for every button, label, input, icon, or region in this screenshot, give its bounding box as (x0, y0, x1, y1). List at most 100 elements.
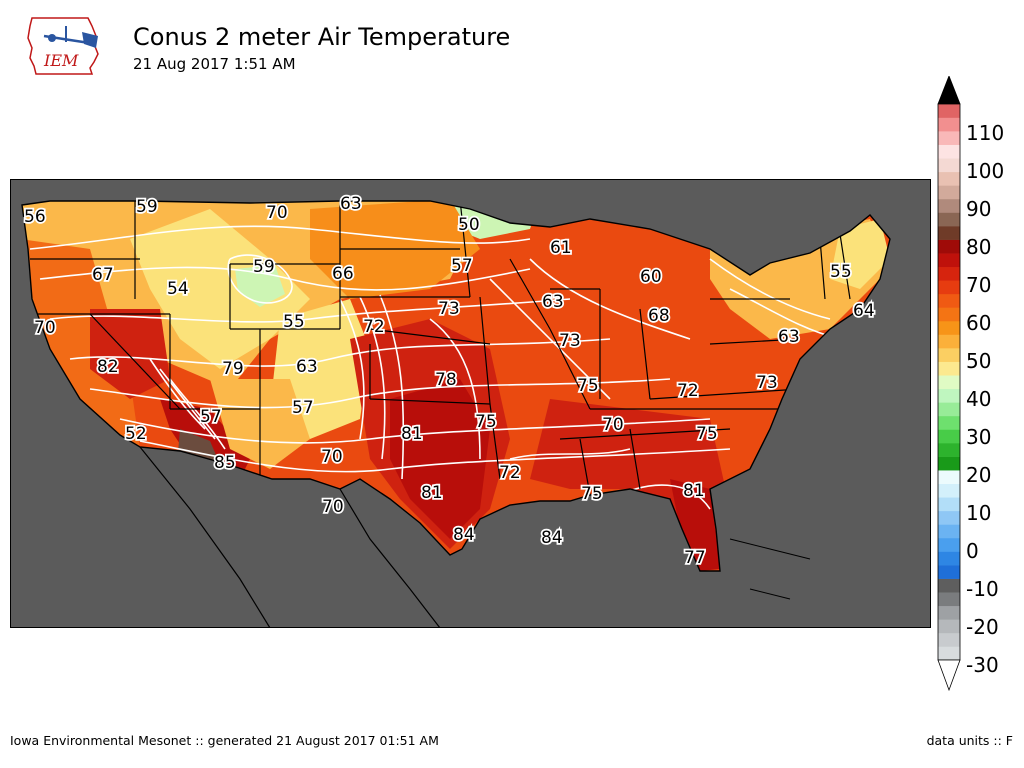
temp-label: 75 (581, 484, 603, 504)
legend-band (938, 307, 960, 322)
legend-band (938, 185, 960, 200)
legend-band (938, 388, 960, 403)
temp-label: 84 (541, 528, 563, 548)
temp-label: 85 (214, 453, 236, 473)
temp-label: 70 (34, 318, 56, 338)
temp-label: 61 (550, 238, 572, 258)
temp-label: 68 (648, 306, 670, 326)
legend-band (938, 510, 960, 525)
temp-label: 70 (322, 497, 344, 517)
legend-band (938, 605, 960, 620)
temperature-map: 56 59 70 63 50 61 67 54 59 66 57 60 55 6… (10, 179, 931, 628)
legend-band (938, 429, 960, 444)
legend-band (938, 470, 960, 485)
legend-band (938, 632, 960, 647)
legend-tick-label: 10 (966, 501, 991, 525)
temp-label: 57 (451, 256, 473, 276)
legend-band (938, 104, 960, 118)
legend-tick-label: -10 (966, 577, 999, 601)
temp-label: 52 (125, 424, 147, 444)
temp-label: 63 (296, 357, 318, 377)
temp-label: 72 (499, 463, 521, 483)
legend-band (938, 239, 960, 254)
legend-band (938, 158, 960, 173)
legend-tick-label: 0 (966, 539, 979, 563)
legend-tick-label: 30 (966, 425, 991, 449)
legend-tick-label: 100 (966, 159, 1004, 183)
legend-min-triangle (937, 659, 961, 692)
region-florida (670, 479, 720, 571)
temp-label: 75 (696, 424, 718, 444)
color-legend: 110 100 90 80 70 60 50 40 30 20 10 0 -10… (937, 76, 1004, 692)
temp-label: 82 (97, 357, 119, 377)
legend-band (938, 198, 960, 213)
temp-label: 57 (200, 407, 222, 427)
legend-tick-label: 70 (966, 273, 991, 297)
legend-band (938, 253, 960, 268)
legend-band (938, 226, 960, 240)
temp-label: 57 (292, 398, 314, 418)
coastline (21, 200, 891, 572)
temp-label: 63 (778, 327, 800, 347)
legend-band (938, 171, 960, 186)
legend-band (938, 361, 960, 376)
legend-tick-label: 40 (966, 387, 991, 411)
temp-label: 55 (830, 262, 852, 282)
caribbean-islands (729, 538, 811, 600)
state-borders (30, 201, 851, 496)
legend-band (938, 320, 960, 335)
legend-band (938, 483, 960, 498)
temp-label: 78 (435, 370, 457, 390)
temp-label: 63 (340, 194, 362, 214)
legend-band (938, 456, 960, 471)
temp-label: 84 (453, 525, 475, 545)
footer-units: data units :: F (926, 733, 1013, 748)
page-title: Conus 2 meter Air Temperature (133, 23, 511, 51)
legend-band (938, 619, 960, 634)
temp-label: 73 (559, 331, 581, 351)
temp-label: 81 (421, 483, 443, 503)
legend-band (938, 144, 960, 159)
temp-label: 63 (542, 292, 564, 312)
legend-band (938, 280, 960, 295)
legend-band (938, 646, 960, 661)
map-frame (10, 179, 931, 628)
page-subtitle: 21 Aug 2017 1:51 AM (133, 55, 296, 73)
legend-tick-label: -20 (966, 615, 999, 639)
legend-tick-label: 110 (966, 121, 1004, 145)
legend-band (938, 293, 960, 308)
temp-label: 56 (24, 207, 46, 227)
legend-band (938, 334, 960, 349)
temp-label: 75 (577, 376, 599, 396)
legend-tick-label: 20 (966, 463, 991, 487)
legend-band (938, 551, 960, 566)
temperature-labels: 56 59 70 63 50 61 67 54 59 66 57 60 55 6… (22, 192, 876, 570)
temp-label: 50 (458, 215, 480, 235)
temp-label: 66 (332, 264, 354, 284)
temp-label: 59 (136, 197, 158, 217)
temp-label: 79 (222, 359, 244, 379)
temp-label: 75 (475, 412, 497, 432)
temp-label: 70 (266, 203, 288, 223)
legend-band (938, 117, 960, 132)
temp-label: 67 (92, 265, 114, 285)
temp-label: 77 (684, 548, 706, 568)
temp-label: 60 (640, 267, 662, 287)
temp-label: 70 (602, 415, 624, 435)
temp-label: 55 (283, 312, 305, 332)
legend-band (938, 524, 960, 539)
legend-band (938, 497, 960, 512)
legend-max-triangle (937, 76, 961, 105)
legend-band (938, 565, 960, 579)
legend-band (938, 212, 960, 227)
mexico-coast (139, 446, 441, 628)
temp-label: 72 (677, 381, 699, 401)
legend-bands (938, 104, 960, 661)
temp-label: 70 (321, 447, 343, 467)
legend-band (938, 402, 960, 417)
temp-label: 73 (438, 299, 460, 319)
legend-band (938, 415, 960, 430)
legend-band (938, 375, 960, 390)
legend-band (938, 443, 960, 457)
temp-label: 81 (401, 424, 423, 444)
